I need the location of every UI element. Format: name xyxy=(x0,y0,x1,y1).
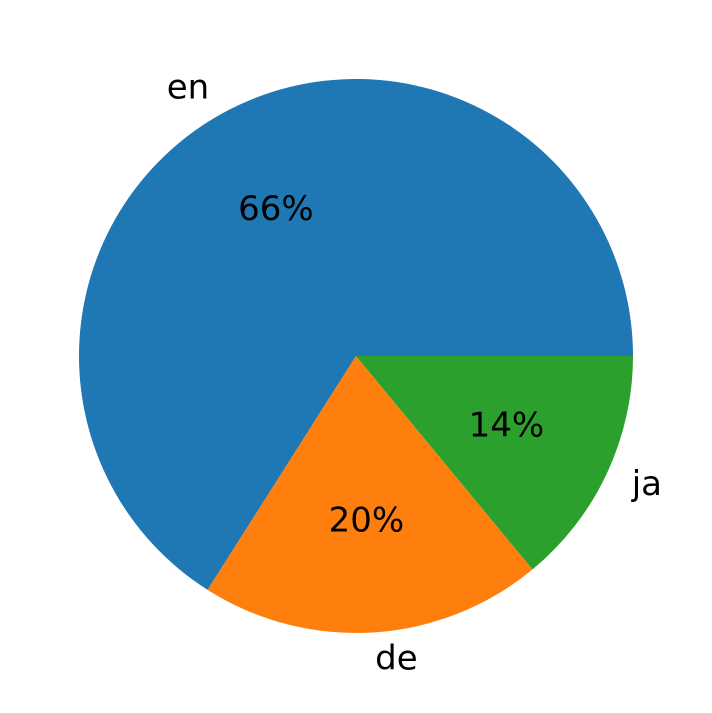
slice-label: en xyxy=(167,67,209,107)
value-label: 14% xyxy=(469,405,545,445)
value-label: 66% xyxy=(238,189,314,229)
pie-slice xyxy=(356,356,633,570)
pie-slice xyxy=(207,356,533,633)
value-label: 20% xyxy=(329,500,405,540)
slice-label: ja xyxy=(631,464,662,504)
slice-label: de xyxy=(375,639,418,679)
pie-slice xyxy=(78,79,633,590)
